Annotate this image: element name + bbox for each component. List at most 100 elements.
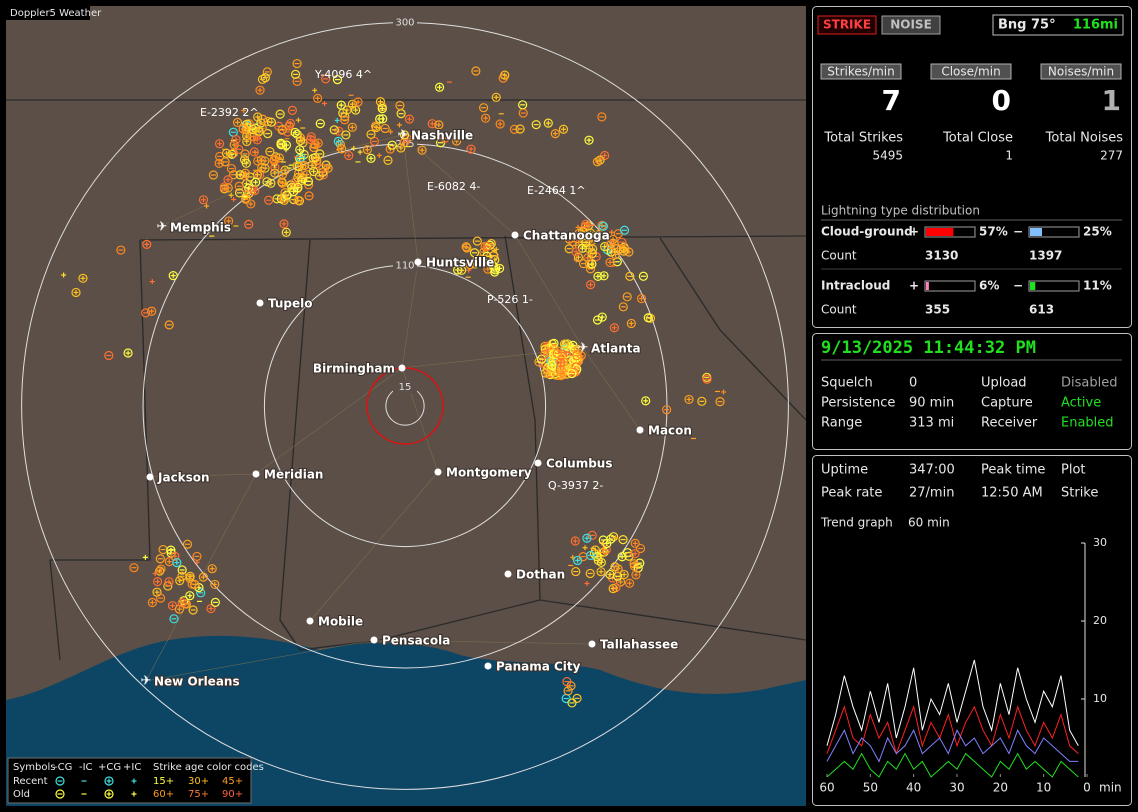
strike-ring <box>292 161 302 171</box>
strike-ring <box>276 138 286 148</box>
strike-ring <box>340 115 350 125</box>
strike-ring <box>318 164 328 174</box>
cities: ✈ Nashville✈ MemphisChattanoogaHuntsvilleT… <box>141 128 693 690</box>
ring-label: 300 <box>395 18 414 29</box>
legend-header: -CG <box>54 762 72 773</box>
strike-ring <box>567 368 577 379</box>
strike-ring <box>624 578 635 588</box>
strike-ring <box>572 350 582 361</box>
strike-ring <box>370 121 381 131</box>
strike-ring <box>242 136 252 147</box>
x-tick-label: 10 <box>1036 781 1051 795</box>
strike-ring <box>618 302 628 312</box>
strike-ring <box>232 117 243 128</box>
strike-ring <box>198 195 209 205</box>
strike-ring <box>264 195 274 205</box>
strike-ring <box>104 350 114 361</box>
legend-age: 15+ <box>153 776 174 787</box>
strike-ring <box>341 130 351 140</box>
percent-label: 6% <box>979 279 999 293</box>
strike-ring <box>371 122 381 133</box>
strike-ring <box>584 135 594 145</box>
strike-ring <box>515 124 525 134</box>
strike-ring <box>641 396 651 406</box>
stat-text: 12:50 AM <box>981 486 1043 501</box>
strike-ring <box>244 219 254 230</box>
setting-text: Active <box>1061 396 1101 411</box>
strike-button[interactable] <box>817 15 877 35</box>
strike-ring <box>55 776 65 786</box>
distribution: Cloud-ground+ 57%3130− 25%1397CountIntracl… <box>821 225 1122 317</box>
strike-ring <box>619 225 630 235</box>
rate-value: 1 <box>1102 84 1121 117</box>
strike-ring <box>177 598 187 608</box>
strike-ring <box>581 219 591 229</box>
strike-ring <box>395 100 405 111</box>
datetime: 9/13/2025 11:44:32 PM <box>821 338 1036 358</box>
strike-ring <box>221 148 232 158</box>
stat-text: 27/min <box>909 486 954 501</box>
city-dot <box>511 231 519 239</box>
distance: 116mi <box>1073 18 1118 33</box>
trend-graph: 10 20 30 60 50 40 30 20 10 0 min <box>819 536 1121 795</box>
city-dot <box>146 473 154 481</box>
strike-ring <box>558 124 569 134</box>
airport-icon: ✈ <box>141 674 152 689</box>
strike-ring <box>427 119 437 129</box>
noise-button[interactable] <box>881 15 941 35</box>
strike-ring <box>304 191 314 201</box>
strike-ring <box>141 308 151 318</box>
strike-ring <box>536 354 547 364</box>
stat-text: Peak rate <box>821 486 882 501</box>
legend-age: 30+ <box>188 776 209 787</box>
strike-ring <box>585 264 596 274</box>
sign: + <box>909 279 919 293</box>
setting-text: Capture <box>981 396 1033 411</box>
trend-line <box>826 659 1079 747</box>
strike-ring <box>417 145 427 155</box>
rate-label-box <box>930 63 1012 80</box>
stat-text: Peak time <box>981 463 1045 478</box>
legend-header: -IC <box>79 762 93 773</box>
rate-value: 0 <box>992 84 1011 117</box>
strike-ring <box>598 221 608 231</box>
strike-ring <box>635 558 645 568</box>
strike-ring <box>399 130 410 140</box>
strike-ring <box>608 532 619 542</box>
strike-ring <box>292 76 302 86</box>
strike-ring <box>256 155 266 165</box>
strike-ring <box>552 348 562 358</box>
setting-text: 90 min <box>909 396 954 411</box>
storm-tag: E-2464 1^ <box>527 184 586 197</box>
strike-ring <box>169 614 179 624</box>
strike-ring <box>630 538 640 548</box>
x-tick-label: 30 <box>949 781 964 795</box>
strike-ring <box>152 577 163 587</box>
strike-ring <box>227 149 237 159</box>
strike-ring <box>250 186 260 196</box>
sign: − <box>1013 279 1023 293</box>
strike-ring <box>684 394 694 405</box>
strike-ring <box>588 244 598 254</box>
noise-button-label[interactable]: NOISE <box>890 18 932 32</box>
count-value: 3130 <box>925 249 958 263</box>
strike-ring <box>586 280 596 290</box>
ring-label-bg <box>393 380 417 393</box>
strike-ring <box>482 241 492 251</box>
strike-ring <box>282 190 292 200</box>
strike-ring <box>269 156 279 166</box>
setting-text: Disabled <box>1061 376 1117 391</box>
strike-ring <box>595 155 605 165</box>
strike-ring <box>597 312 607 322</box>
strike-ring <box>366 129 376 139</box>
strike-ring <box>378 114 388 124</box>
city-dot <box>398 364 406 372</box>
city-label: Tupelo <box>268 297 313 311</box>
stat-text: Uptime <box>821 463 868 478</box>
strike-ring <box>377 104 387 114</box>
strike-button-label[interactable]: STRIKE <box>823 18 871 32</box>
strike-ring <box>313 93 323 103</box>
strike-ring <box>543 118 553 128</box>
city-label: Atlanta <box>591 342 641 356</box>
